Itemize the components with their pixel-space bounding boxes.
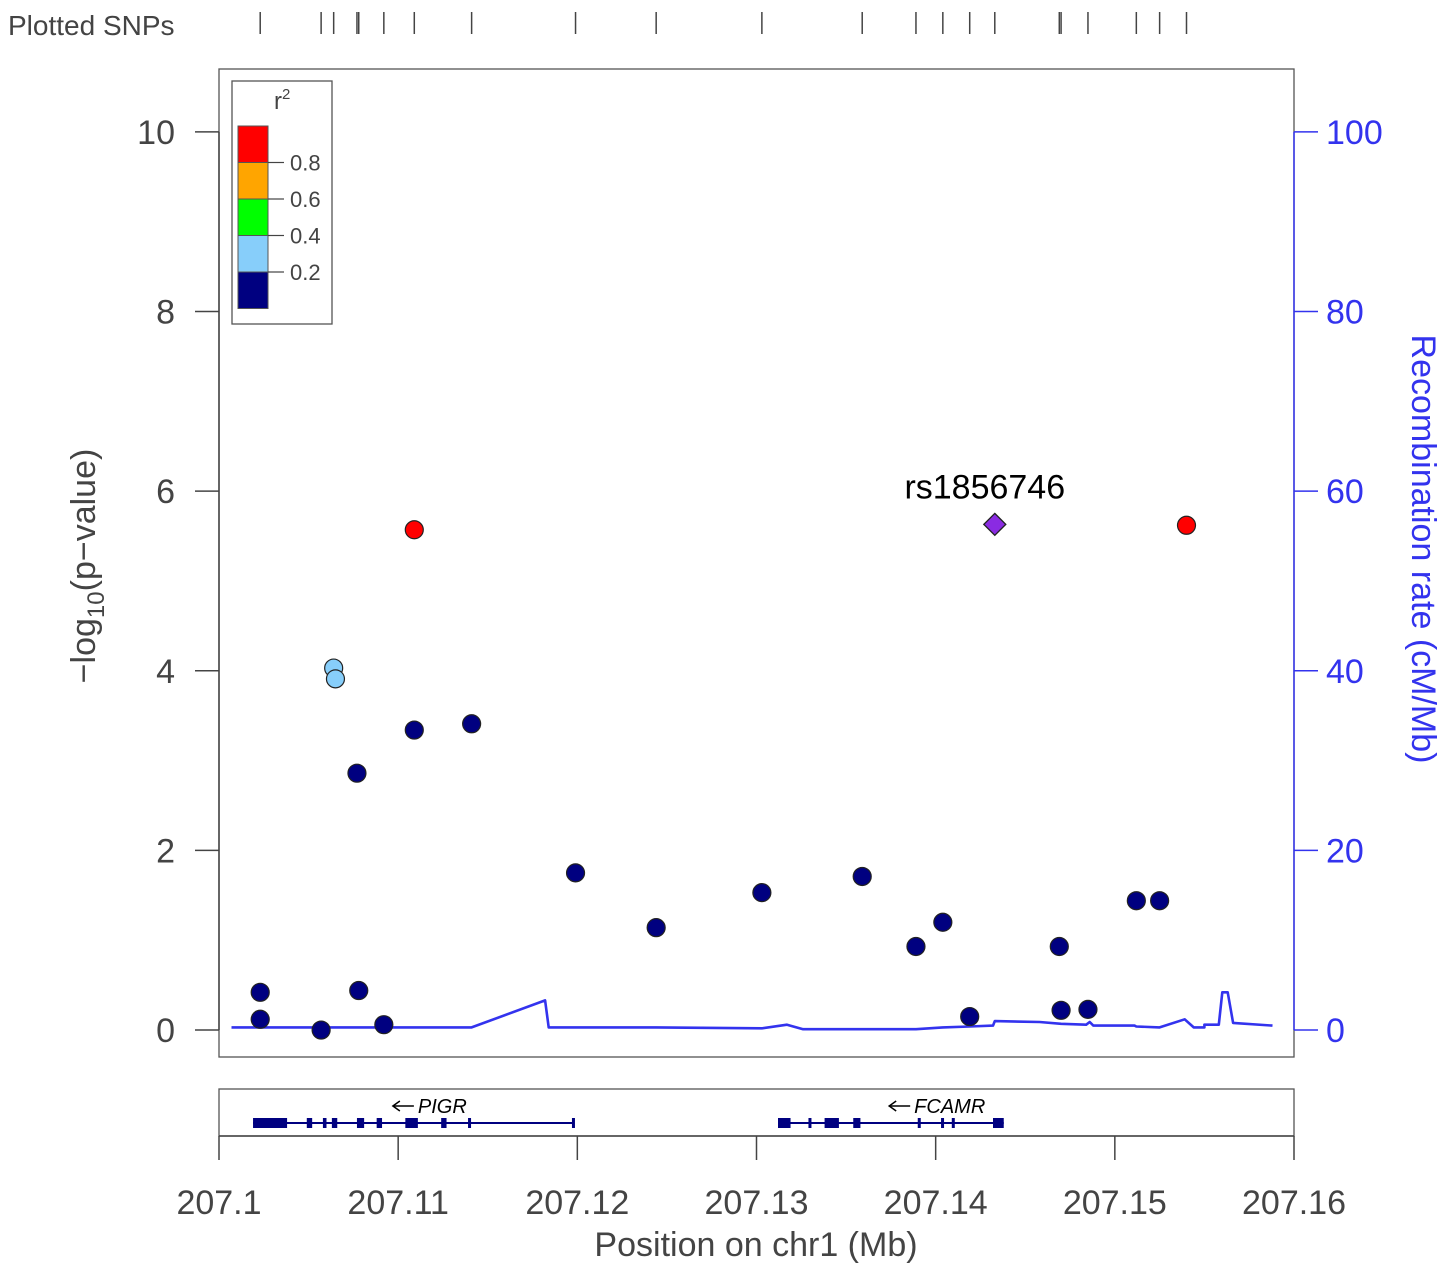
y-title-post: (p−value) xyxy=(65,449,103,592)
y-axis-left: 0 2 4 6 8 10 xyxy=(137,114,220,1050)
snp-point xyxy=(646,918,666,938)
x-tick-label: 207.1 xyxy=(176,1184,261,1222)
snp-point xyxy=(347,763,367,783)
snp-point xyxy=(349,980,369,1001)
gene-exon xyxy=(468,1118,472,1128)
x-tick-label: 207.16 xyxy=(1242,1184,1346,1222)
snp-point xyxy=(374,1015,394,1035)
y-tick-label: 8 xyxy=(156,294,175,332)
y-axis-left-title: −log10(p−value) xyxy=(65,449,110,684)
snp-point xyxy=(933,912,953,932)
gene-track-frame xyxy=(218,1088,1295,1137)
snp-point xyxy=(311,1020,331,1040)
snp-point xyxy=(1051,1000,1071,1020)
gene-track: PIGR FCAMR xyxy=(253,1096,1004,1128)
snp-point xyxy=(565,863,586,883)
r2-legend: r2 0.8 0.6 0.4 0.2 xyxy=(231,80,333,325)
gene-exon xyxy=(808,1118,812,1128)
snp-point xyxy=(404,720,424,740)
gene-exon xyxy=(441,1118,447,1128)
x-tick-label: 207.12 xyxy=(525,1184,629,1222)
y2-tick-label: 100 xyxy=(1326,114,1383,152)
snp-point xyxy=(752,883,772,903)
lead-snp xyxy=(982,512,1007,537)
gene-exon xyxy=(917,1118,921,1128)
y-tick-label: 4 xyxy=(156,653,175,691)
y-title-sub: 10 xyxy=(83,591,110,618)
snp-point xyxy=(1150,891,1170,911)
y-tick-label: 2 xyxy=(156,832,175,870)
gene-exon xyxy=(253,1118,288,1128)
plotted-snps-label: Plotted SNPs xyxy=(8,10,175,41)
y2-tick-label: 80 xyxy=(1326,294,1364,332)
gene-exon xyxy=(951,1118,955,1128)
snp-point xyxy=(960,1006,980,1027)
gene-exon xyxy=(778,1118,791,1128)
legend-swatch xyxy=(237,125,269,163)
lead-snp-marker xyxy=(982,512,1007,537)
snp-point xyxy=(404,520,424,540)
gene-exon xyxy=(571,1118,575,1128)
snp-points xyxy=(250,515,1197,1040)
gene-exon xyxy=(853,1118,861,1128)
y-axis-right: 0 20 40 60 80 100 xyxy=(1293,114,1383,1050)
legend-label: 0.6 xyxy=(290,187,321,212)
legend-swatch xyxy=(237,162,269,200)
gene-strand-arrowhead xyxy=(887,1100,897,1112)
gene-exon xyxy=(331,1118,338,1128)
legend-title: r2 xyxy=(274,86,290,115)
legend-label: 0.4 xyxy=(290,224,321,249)
legend-label: 0.2 xyxy=(290,260,321,285)
x-tick-label: 207.14 xyxy=(884,1184,988,1222)
snp-point xyxy=(1049,936,1069,957)
gene-exon xyxy=(824,1118,839,1128)
y-tick-label: 10 xyxy=(137,114,175,152)
lead-snp-label: rs1856746 xyxy=(904,468,1065,506)
snp-point xyxy=(1078,999,1098,1019)
gene-exon xyxy=(306,1118,313,1128)
snp-point xyxy=(1126,891,1146,911)
legend-label: 0.8 xyxy=(290,151,321,176)
y2-tick-label: 60 xyxy=(1326,473,1364,511)
y-axis-right-title: Recombination rate (cM/Mb) xyxy=(1404,335,1442,764)
gene-exon xyxy=(376,1118,383,1128)
snp-point xyxy=(1176,515,1197,535)
gene-exon xyxy=(993,1118,1004,1128)
x-tick-label: 207.11 xyxy=(347,1184,448,1222)
gene-name: FCAMR xyxy=(914,1096,985,1118)
legend-swatch xyxy=(237,198,269,236)
gene-exon xyxy=(322,1118,327,1128)
y2-tick-label: 20 xyxy=(1326,832,1364,870)
y-tick-label: 6 xyxy=(156,473,175,511)
recombination-rate-line xyxy=(231,991,1273,1031)
y2-tick-label: 0 xyxy=(1326,1012,1345,1050)
gene-strand-arrowhead xyxy=(391,1100,401,1112)
snp-point xyxy=(462,714,482,734)
y2-tick-label: 40 xyxy=(1326,653,1364,691)
y-title-pre: −log xyxy=(65,618,103,683)
snp-point xyxy=(852,866,872,887)
gene-exon xyxy=(405,1118,418,1128)
snp-point xyxy=(325,669,346,689)
x-axis-title: Position on chr1 (Mb) xyxy=(594,1226,917,1263)
snp-point xyxy=(906,936,926,957)
gene-exon xyxy=(941,1118,945,1128)
x-tick-label: 207.13 xyxy=(705,1184,809,1222)
x-tick-label: 207.15 xyxy=(1063,1184,1167,1222)
y-tick-label: 0 xyxy=(156,1012,175,1050)
x-axis: 207.1 207.11 207.12 207.13 207.14 207.15 207.1… xyxy=(176,1135,1346,1222)
gene-exon xyxy=(356,1118,365,1128)
snp-point xyxy=(250,982,270,1002)
snp-point xyxy=(250,1009,270,1029)
legend-swatch xyxy=(237,235,269,273)
legend-swatch xyxy=(237,271,269,309)
gene-name: PIGR xyxy=(418,1096,467,1118)
plotted-snps-ticks xyxy=(259,12,1188,34)
